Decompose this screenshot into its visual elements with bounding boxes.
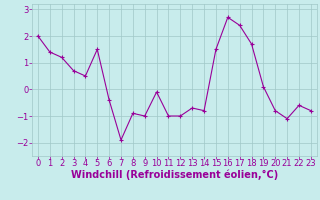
X-axis label: Windchill (Refroidissement éolien,°C): Windchill (Refroidissement éolien,°C) — [71, 170, 278, 180]
